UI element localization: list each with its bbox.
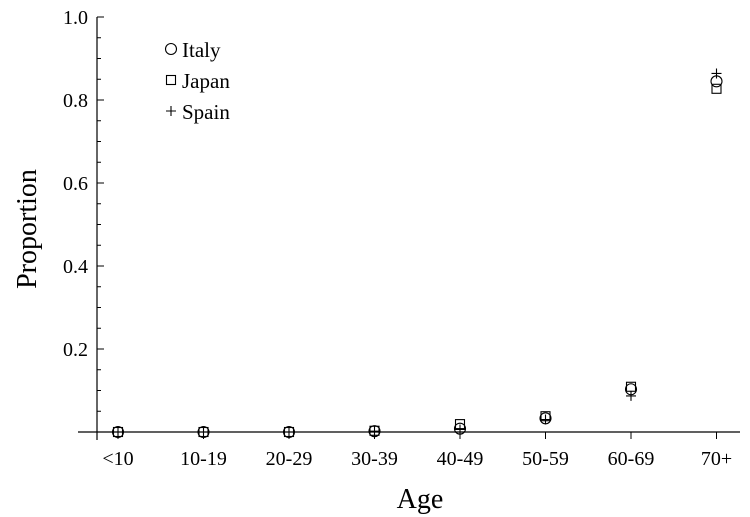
x-tick-label: 30-39 <box>351 448 398 470</box>
y-tick-label: 0.4 <box>63 256 88 278</box>
point-spain <box>711 68 722 79</box>
x-tick-label: 40-49 <box>437 448 484 470</box>
point-italy <box>111 425 125 439</box>
point-spain <box>198 427 209 437</box>
legend-label-spain: Spain <box>182 100 230 124</box>
y-tick-label: 0.2 <box>63 339 88 361</box>
point-italy <box>368 425 381 438</box>
axes <box>78 17 740 440</box>
x-tick-label: <10 <box>102 448 133 470</box>
x-tick-label: 10-19 <box>180 448 227 470</box>
point-italy <box>197 425 210 439</box>
y-axis-title: Proportion <box>12 169 43 289</box>
point-spain <box>540 414 551 425</box>
point-spain <box>284 427 294 437</box>
point-japan <box>711 83 722 94</box>
x-tick-label: 60-69 <box>608 448 655 470</box>
y-tick-label: 0.8 <box>63 90 88 112</box>
legend-marker-italy <box>164 42 178 56</box>
point-italy <box>282 425 296 439</box>
legend-marker-spain <box>166 106 176 116</box>
ticks: 0.2 0.4 0.6 0.8 1.0 <10 10-19 20-29 30-39 40-49 50… <box>63 7 732 470</box>
y-tick-label: 1.0 <box>63 7 88 29</box>
x-tick-label: 50-59 <box>522 448 569 470</box>
y-tick-label: 0.6 <box>63 173 88 195</box>
point-spain <box>113 427 123 437</box>
point-spain <box>455 424 465 435</box>
legend: Italy Japan Spain <box>164 38 230 124</box>
point-spain <box>626 390 636 401</box>
legend-label-japan: Japan <box>182 69 230 93</box>
x-axis-title: Age <box>397 484 444 515</box>
data-marks <box>111 68 723 439</box>
legend-marker-japan <box>165 74 177 86</box>
x-tick-label: 20-29 <box>266 448 313 470</box>
x-tick-label: 70+ <box>701 448 732 470</box>
point-spain <box>369 426 380 437</box>
legend-label-italy: Italy <box>182 38 221 62</box>
